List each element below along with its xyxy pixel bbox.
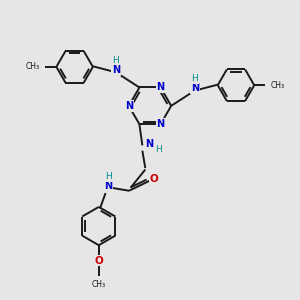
Text: O: O bbox=[149, 174, 158, 184]
Text: CH₃: CH₃ bbox=[270, 81, 285, 90]
Text: CH₃: CH₃ bbox=[92, 280, 106, 289]
Text: H: H bbox=[112, 56, 119, 64]
Text: N: N bbox=[125, 101, 133, 111]
Text: CH₃: CH₃ bbox=[26, 62, 40, 71]
Text: N: N bbox=[145, 139, 153, 149]
Text: N: N bbox=[112, 65, 120, 75]
Text: N: N bbox=[157, 119, 165, 129]
Text: H: H bbox=[155, 145, 162, 154]
Text: N: N bbox=[191, 83, 199, 93]
Text: H: H bbox=[191, 74, 198, 83]
Text: N: N bbox=[104, 181, 112, 191]
Text: N: N bbox=[157, 82, 165, 92]
Text: O: O bbox=[94, 256, 103, 266]
Text: H: H bbox=[105, 172, 112, 181]
